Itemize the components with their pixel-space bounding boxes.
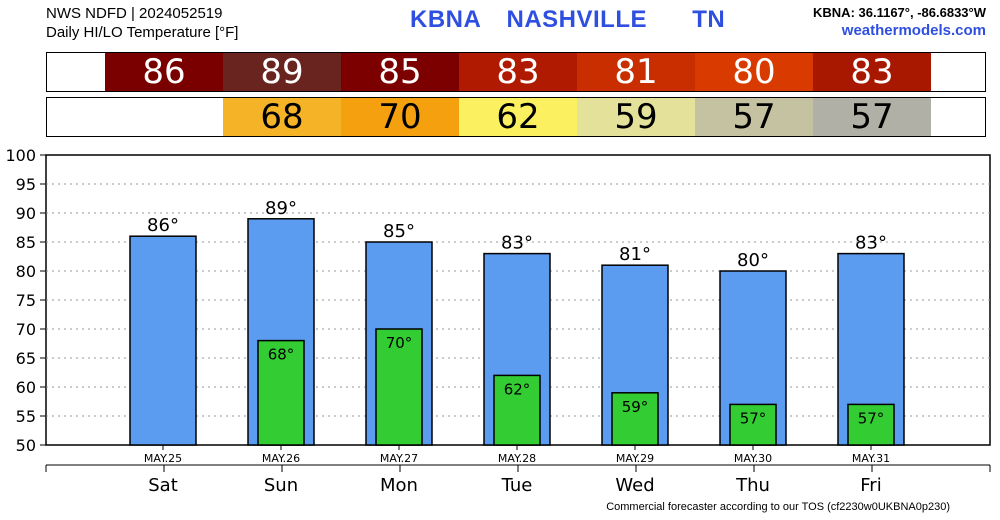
low-strip-cell: 68 bbox=[223, 98, 341, 136]
date-label: MAY.29 bbox=[616, 452, 654, 465]
high-temp-label: 89° bbox=[265, 198, 297, 219]
low-temp-bar bbox=[611, 392, 659, 446]
high-strip-cell: 83 bbox=[813, 53, 931, 91]
high-strip-cell: 80 bbox=[695, 53, 813, 91]
high-strip-cell: 83 bbox=[459, 53, 577, 91]
station-coords: KBNA: 36.1167°, -86.6833°W bbox=[813, 5, 986, 20]
high-temp-label: 85° bbox=[383, 221, 415, 242]
low-temp-strip: 68 70 62 59 57 57 bbox=[46, 97, 986, 137]
temperature-chart: 50 55 60 65 70 75 80 85 90 95 100 86° MAY.25 Sat 89° 68… bbox=[5, 146, 991, 496]
y-tick-label: 70 bbox=[16, 320, 36, 339]
day-label: Sat bbox=[148, 475, 178, 496]
high-temp-bar bbox=[129, 235, 197, 446]
low-temp-label: 62° bbox=[504, 380, 531, 398]
high-temp-label: 86° bbox=[147, 215, 179, 236]
high-strip-cell: 85 bbox=[341, 53, 459, 91]
date-label: MAY.25 bbox=[144, 452, 182, 465]
chart-subtitle: Daily HI/LO Temperature [°F] bbox=[46, 24, 239, 41]
header-left: NWS NDFD | 2024052519 Daily HI/LO Temper… bbox=[46, 4, 238, 42]
day-label: Sun bbox=[264, 475, 298, 496]
high-temp-label: 83° bbox=[501, 233, 533, 254]
site-link[interactable]: weathermodels.com bbox=[841, 22, 986, 39]
date-label: MAY.26 bbox=[262, 452, 300, 465]
low-strip-cell: 59 bbox=[577, 98, 695, 136]
low-temp-label: 59° bbox=[622, 398, 649, 416]
high-temp-label: 83° bbox=[855, 233, 887, 254]
y-tick-label: 90 bbox=[16, 204, 36, 223]
high-temp-label: 80° bbox=[737, 250, 769, 271]
y-tick-label: 100 bbox=[5, 146, 36, 165]
y-tick-label: 85 bbox=[16, 233, 36, 252]
station-name: NASHVILLE bbox=[506, 6, 648, 33]
y-tick-label: 50 bbox=[16, 436, 36, 455]
low-temp-bar bbox=[375, 328, 423, 446]
low-temp-label: 57° bbox=[858, 409, 885, 427]
day-label: Wed bbox=[615, 475, 654, 496]
day-label: Fri bbox=[860, 475, 881, 496]
low-temp-label: 57° bbox=[740, 409, 767, 427]
low-temp-label: 68° bbox=[268, 346, 295, 364]
date-label: MAY.30 bbox=[734, 452, 772, 465]
low-temp-label: 70° bbox=[386, 334, 413, 352]
high-temp-strip: 86 89 85 83 81 80 83 bbox=[46, 52, 986, 92]
low-temp-bar bbox=[257, 339, 305, 446]
low-temp-bar bbox=[847, 403, 895, 446]
source-line: NWS NDFD | 2024052519 bbox=[46, 5, 223, 22]
day-label: Thu bbox=[735, 475, 770, 496]
day-label: Tue bbox=[501, 475, 533, 496]
high-strip-cell: 89 bbox=[223, 53, 341, 91]
low-strip-cell: 57 bbox=[695, 98, 813, 136]
high-temp-label: 81° bbox=[619, 244, 651, 265]
y-tick-label: 60 bbox=[16, 378, 36, 397]
high-strip-cell: 81 bbox=[577, 53, 695, 91]
y-tick-label: 75 bbox=[16, 291, 36, 310]
station-title: KBNA NASHVILLE TN bbox=[410, 6, 725, 34]
station-state: TN bbox=[692, 6, 726, 33]
header-right: KBNA: 36.1167°, -86.6833°W weathermodels… bbox=[813, 5, 986, 39]
station-id: KBNA bbox=[410, 6, 482, 33]
y-tick-label: 95 bbox=[16, 175, 36, 194]
low-strip-cell: 57 bbox=[813, 98, 931, 136]
date-label: MAY.28 bbox=[498, 452, 536, 465]
y-tick-label: 80 bbox=[16, 262, 36, 281]
low-temp-bar bbox=[729, 403, 777, 446]
date-label: MAY.27 bbox=[380, 452, 418, 465]
y-tick-label: 55 bbox=[16, 407, 36, 426]
footer-note: Commercial forecaster according to our T… bbox=[606, 501, 950, 513]
day-label: Mon bbox=[380, 475, 418, 496]
y-tick-label: 65 bbox=[16, 349, 36, 368]
low-strip-cell: 62 bbox=[459, 98, 577, 136]
high-strip-cell: 86 bbox=[105, 53, 223, 91]
low-strip-cell: 70 bbox=[341, 98, 459, 136]
date-label: MAY.31 bbox=[852, 452, 890, 465]
